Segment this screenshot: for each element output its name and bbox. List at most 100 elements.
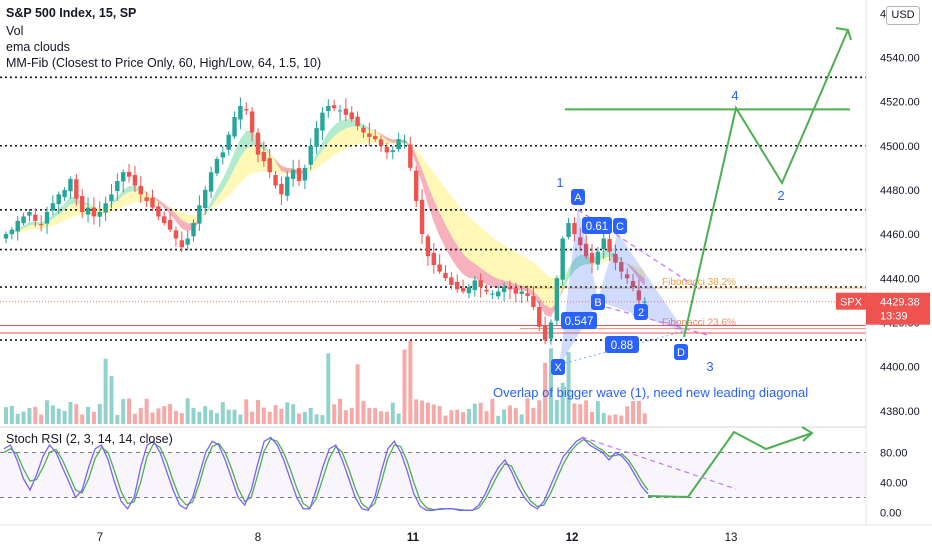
candle-body <box>578 237 583 246</box>
candle-body <box>285 176 290 196</box>
volume-bar <box>273 405 278 424</box>
candle-body <box>50 203 56 211</box>
ema-cloud-slow <box>6 126 645 309</box>
volume-bar <box>502 409 507 424</box>
volume-bar <box>302 411 307 424</box>
candle-body <box>314 128 319 147</box>
candle-body <box>156 206 161 217</box>
candle-body <box>191 223 196 237</box>
symbol-tag-text: SPX <box>840 297 863 309</box>
candle-body <box>9 229 15 235</box>
volume-bar <box>496 415 501 424</box>
ratio-text: 0.61 <box>586 221 608 233</box>
candle-body <box>162 216 167 224</box>
pattern-point-label <box>551 359 565 375</box>
ema-cloud-up <box>310 119 376 166</box>
volume-bar <box>478 402 483 424</box>
candle-body <box>519 291 524 294</box>
stoch-tick-label: 0.00 <box>880 508 901 520</box>
price-tick-label: 4480.00 <box>880 185 920 197</box>
fib-dotted-levels: Fibonacci 38.2% Fibonacci 23.6% <box>0 76 866 341</box>
ema-cloud-up <box>205 130 276 215</box>
candle-body <box>419 199 425 235</box>
volume-bar <box>361 400 366 424</box>
volume-bar <box>379 411 384 424</box>
wave-marker <box>634 304 648 320</box>
volume-bar <box>531 407 536 424</box>
candle-body <box>460 288 466 292</box>
volume-bar <box>355 364 360 424</box>
volume-bar <box>297 413 301 424</box>
stoch-rsi-title[interactable]: Stoch RSI (2, 3, 14, 14, close) <box>6 432 173 446</box>
time-tick-label: 8 <box>255 532 261 544</box>
price-tick-label: 4440.00 <box>880 273 920 285</box>
candle-body <box>185 238 190 245</box>
volume-bar <box>636 400 641 424</box>
candle-body <box>560 238 565 280</box>
candle-body <box>85 207 91 215</box>
volume-bar <box>220 402 225 424</box>
volume-bar <box>109 376 114 424</box>
volume-bar <box>314 414 319 424</box>
candle-body <box>478 280 483 288</box>
candle-body <box>542 324 548 341</box>
candle-body <box>273 174 278 186</box>
volume-bar <box>209 410 214 424</box>
candle-body <box>97 212 102 217</box>
candle-body <box>402 141 407 143</box>
candle-body <box>337 110 343 112</box>
candle-body <box>79 196 85 212</box>
stoch-rsi-pane[interactable] <box>0 426 866 512</box>
indicator-mm-fib[interactable]: MM-Fib (Closest to Price Only, 60, High/… <box>6 56 322 70</box>
volume-bar <box>144 398 149 424</box>
volume-bar <box>15 413 20 424</box>
volume-bar <box>326 353 331 424</box>
volume-bar <box>261 407 266 424</box>
volume-bar <box>74 404 79 424</box>
candle-body <box>472 280 477 291</box>
time-tick-label: 12 <box>566 532 579 544</box>
symbol-title[interactable]: S&P 500 Index, 15, SP <box>6 6 137 20</box>
volume-bar <box>625 406 630 424</box>
volume-bar <box>226 409 231 424</box>
ratio-text: 0.88 <box>611 340 633 352</box>
volume-bar <box>619 415 624 424</box>
candle-body <box>566 223 571 238</box>
volume-bar <box>607 415 612 424</box>
candle-body <box>367 133 372 137</box>
volume-bar <box>132 413 137 424</box>
diagonal-line <box>597 304 711 337</box>
volume-bars <box>4 340 647 424</box>
volume-bar <box>21 411 26 424</box>
volume-bar <box>343 410 348 424</box>
volume-bar <box>103 358 108 424</box>
volume-bar <box>197 411 202 424</box>
pattern-point-label <box>674 344 688 360</box>
ratio-text: 0.547 <box>565 316 594 328</box>
candle-body <box>331 105 337 109</box>
volume-bar <box>519 414 524 424</box>
candle-body <box>173 230 179 239</box>
price-tick-label: 4460.00 <box>880 229 920 241</box>
volume-bar <box>349 408 354 424</box>
volume-bar <box>191 407 196 424</box>
candle-body <box>513 288 519 294</box>
candle-body <box>613 253 618 263</box>
pattern-point-label <box>613 218 627 234</box>
indicator-ema-clouds[interactable]: ema clouds <box>6 40 70 54</box>
volume-bar <box>338 398 343 424</box>
ema-clouds <box>6 119 645 318</box>
currency-button[interactable]: USD <box>886 6 920 25</box>
wave-label: 4 <box>731 88 738 103</box>
volume-bar <box>332 404 337 424</box>
volume-bar <box>162 406 167 424</box>
pattern-point-text: B <box>594 297 601 309</box>
candle-body <box>167 219 173 230</box>
indicator-vol[interactable]: Vol <box>6 24 24 38</box>
candle-body <box>109 194 114 202</box>
candlestick-series[interactable] <box>3 97 647 345</box>
candle-body <box>484 289 489 292</box>
volume-bar <box>68 401 73 424</box>
volume-bar <box>291 404 296 424</box>
